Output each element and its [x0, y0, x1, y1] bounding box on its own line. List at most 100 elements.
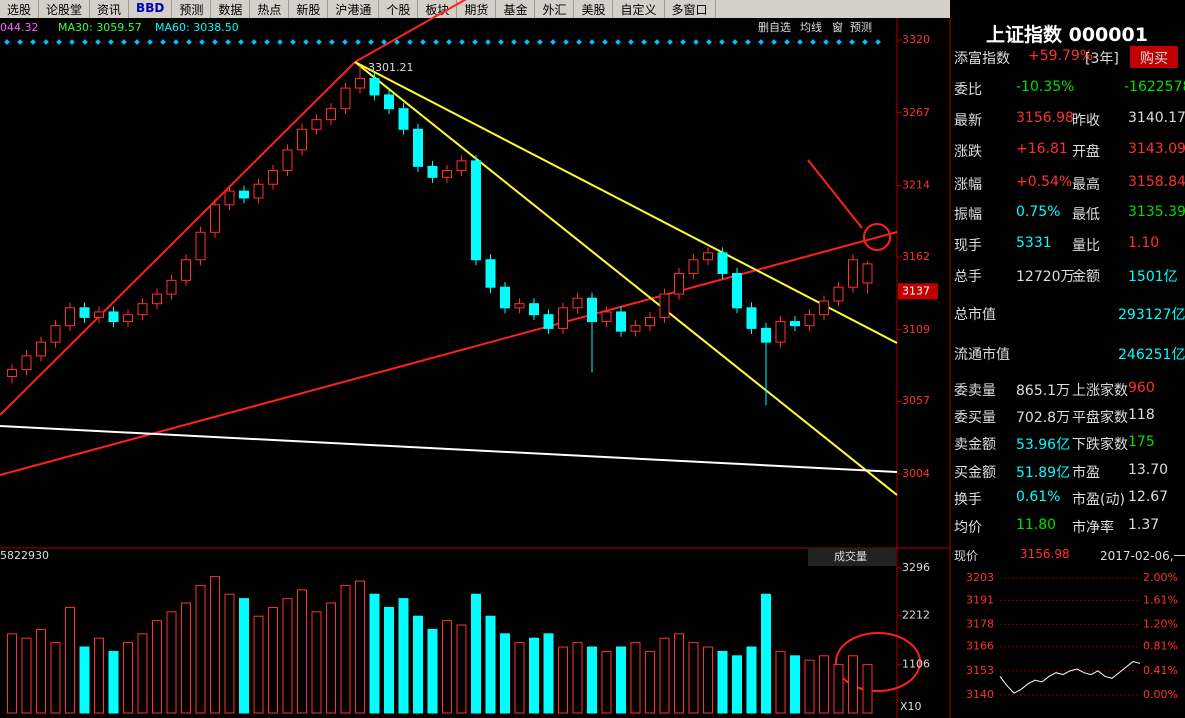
candle-body: [36, 341, 46, 357]
signal-dot: [251, 39, 257, 45]
volume-total: 5822930: [0, 549, 49, 562]
menu-item[interactable]: 论股堂: [39, 0, 91, 18]
volume-bar: [123, 642, 133, 714]
menu-item[interactable]: BBD: [129, 0, 173, 18]
volume-bar: [732, 655, 742, 714]
menu-item[interactable]: 新股: [289, 0, 329, 18]
signal-dot: [342, 39, 348, 45]
volume-bar: [601, 650, 612, 714]
signal-dot: [264, 39, 270, 45]
quote-cell: 总手: [954, 269, 982, 285]
menu-item[interactable]: 期货: [457, 0, 497, 18]
menu-item[interactable]: 预测: [172, 0, 212, 18]
current-price: 3137: [902, 284, 930, 297]
candle-body: [7, 369, 17, 377]
candle-body: [79, 307, 90, 318]
quote-cell: 流通市值: [954, 347, 1010, 363]
signal-dot: [446, 39, 452, 45]
candle-body: [282, 149, 293, 171]
volume-bar: [485, 615, 496, 714]
y-tick-label: 3191: [966, 593, 994, 606]
menu-item[interactable]: 沪港通: [328, 0, 380, 18]
y-tick-label: 1106: [902, 657, 930, 670]
signal-dot: [316, 39, 322, 45]
volume-bar: [558, 646, 568, 714]
candle-body: [369, 77, 380, 96]
volume-bar: [572, 642, 583, 714]
candle-body: [543, 314, 554, 329]
menu-item[interactable]: 资讯: [90, 0, 130, 18]
quote-cell: 293127亿: [1118, 307, 1185, 323]
signal-dot: [56, 39, 62, 45]
quote-cell: 5331: [1016, 235, 1052, 251]
peak-label: 3301.21: [368, 61, 414, 74]
volume-bar: [297, 589, 307, 714]
volume-bar: [862, 664, 873, 714]
candle-body: [703, 252, 713, 261]
candle-body: [630, 325, 641, 332]
quote-cell: 最低: [1072, 207, 1100, 223]
candle-body: [471, 160, 481, 261]
toolbar-bg: [0, 18, 950, 36]
highlight-circle: [835, 632, 921, 692]
y-tick-label: 3109: [902, 323, 930, 336]
quote-cell: 均价: [954, 520, 982, 536]
candle-body: [616, 311, 626, 332]
candle-body: [819, 300, 829, 316]
candle-body: [688, 259, 699, 274]
signal-dot: [693, 39, 699, 45]
volume-bar: [311, 611, 322, 714]
volume-bar: [790, 655, 800, 714]
menu-item[interactable]: 选股: [0, 0, 40, 18]
ma-label: MA60: 3038.50: [155, 21, 239, 34]
volume-bar: [775, 650, 786, 714]
candle-body: [790, 321, 800, 327]
quote-cell: 昨收: [1072, 113, 1100, 129]
candle-body: [775, 321, 786, 343]
quote-cell: +16.81: [1016, 141, 1068, 157]
signal-dot: [745, 39, 751, 45]
volume-bar: [630, 642, 641, 714]
quote-cell: 246251亿: [1118, 347, 1185, 363]
candle-body: [717, 252, 728, 274]
ma-label: 044.32: [0, 21, 39, 34]
volume-selector[interactable]: 成交量: [834, 549, 867, 563]
dropdown[interactable]: [808, 548, 896, 566]
quote-cell: 现手: [954, 238, 982, 254]
candle-body: [94, 311, 104, 318]
y-tick-label: 3296: [902, 561, 930, 574]
pct-tick-label: 0.81%: [1143, 640, 1178, 653]
quote-cell: 3156.98: [1016, 110, 1074, 126]
candle-body: [848, 259, 858, 288]
volume-bar: [819, 655, 829, 714]
menu-item[interactable]: 热点: [250, 0, 290, 18]
menu-item[interactable]: 个股: [379, 0, 419, 18]
y-tick-label: 3203: [966, 571, 994, 584]
signal-dot: [108, 39, 114, 45]
quote-cell: 上涨家数: [1072, 383, 1128, 399]
signal-dot: [589, 39, 595, 45]
menu-item[interactable]: 外汇: [535, 0, 575, 18]
signal-dot: [602, 39, 608, 45]
quote-cell[interactable]: 购买: [1140, 51, 1168, 67]
candle-body: [239, 190, 249, 199]
menu-item[interactable]: 数据: [211, 0, 251, 18]
quote-cell: 51.89亿: [1016, 465, 1071, 481]
volume-bar: [500, 633, 510, 714]
quote-cell: 2017-02-06,一: [1100, 549, 1185, 563]
trend-line: [0, 425, 898, 473]
y-tick-label: 3057: [902, 394, 930, 407]
signal-dot: [823, 39, 829, 45]
menu-item[interactable]: 基金: [496, 0, 536, 18]
signal-dot: [459, 39, 465, 45]
quote-cell: 最高: [1072, 177, 1100, 193]
volume-bar: [746, 646, 757, 714]
menu-item[interactable]: 多窗口: [665, 0, 716, 18]
signal-dot: [173, 39, 179, 45]
quote-cell: 12.67: [1128, 489, 1169, 505]
quote-cell: 53.96亿: [1016, 437, 1071, 453]
menu-item[interactable]: 自定义: [613, 0, 665, 18]
buy-button[interactable]: [1130, 46, 1178, 68]
menu-item[interactable]: 板块: [418, 0, 458, 18]
menu-item[interactable]: 美股: [574, 0, 614, 18]
